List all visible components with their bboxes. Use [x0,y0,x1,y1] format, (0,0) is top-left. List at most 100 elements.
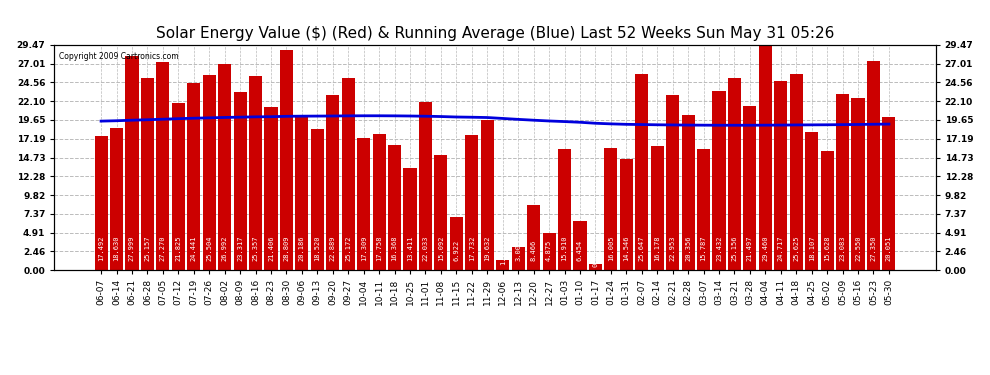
Text: 20.051: 20.051 [886,236,892,261]
Bar [558,148,571,270]
Bar [666,95,679,270]
Bar [234,92,247,270]
Bar [496,260,509,270]
Bar [681,115,695,270]
Bar [295,116,309,270]
Bar [758,45,772,270]
Bar [419,102,432,270]
Text: 6.922: 6.922 [453,240,459,261]
Bar [527,206,541,270]
Text: 22.033: 22.033 [423,236,429,261]
Bar [743,106,756,270]
Text: 14.546: 14.546 [624,236,630,261]
Bar [790,74,803,270]
Text: 16.005: 16.005 [608,236,614,261]
Text: 8.466: 8.466 [531,240,537,261]
Bar [372,134,386,270]
Bar [94,136,108,270]
Bar [697,150,710,270]
Text: 16.178: 16.178 [654,236,660,261]
Text: 25.357: 25.357 [252,236,258,261]
Bar [342,78,354,270]
Text: 18.107: 18.107 [809,236,815,261]
Bar [821,151,834,270]
Text: 21.497: 21.497 [746,236,753,261]
Text: 23.432: 23.432 [716,236,722,261]
Text: 24.717: 24.717 [778,236,784,261]
Bar [156,62,169,270]
Text: 23.083: 23.083 [840,236,845,261]
Text: 27.999: 27.999 [129,236,135,261]
Bar [171,104,185,270]
Bar [141,78,154,270]
Bar [327,95,340,270]
Bar [636,74,648,270]
Text: 17.492: 17.492 [98,236,104,261]
Text: 1.369: 1.369 [500,243,506,265]
Bar [404,168,417,270]
Text: 20.356: 20.356 [685,236,691,261]
Text: 27.270: 27.270 [159,236,166,261]
Text: 22.550: 22.550 [855,236,861,261]
Text: 18.630: 18.630 [114,236,120,261]
Text: 15.910: 15.910 [561,236,567,261]
Bar [280,50,293,270]
Text: 6.454: 6.454 [577,240,583,261]
Title: Solar Energy Value ($) (Red) & Running Average (Blue) Last 52 Weeks Sun May 31 0: Solar Energy Value ($) (Red) & Running A… [155,26,835,41]
Bar [481,120,494,270]
Bar [851,98,864,270]
Bar [218,64,232,270]
Text: 24.441: 24.441 [191,236,197,261]
Bar [882,117,896,270]
Bar [836,94,849,270]
Text: 17.732: 17.732 [469,236,475,261]
Bar [573,221,586,270]
Text: 15.092: 15.092 [438,236,444,261]
Bar [435,155,447,270]
Text: 15.628: 15.628 [824,236,831,261]
Text: 4.875: 4.875 [546,240,552,261]
Text: 27.350: 27.350 [870,236,876,261]
Text: 17.309: 17.309 [360,236,366,261]
Text: 0.772: 0.772 [592,246,598,267]
Text: 25.647: 25.647 [639,236,644,261]
Bar [774,81,787,270]
Text: 15.787: 15.787 [701,236,707,261]
Bar [264,106,277,270]
Text: 25.157: 25.157 [145,236,150,261]
Text: 21.825: 21.825 [175,236,181,261]
Bar [805,132,819,270]
Bar [203,75,216,270]
Bar [126,56,139,270]
Bar [311,129,324,270]
Text: 23.317: 23.317 [237,236,244,261]
Text: 22.953: 22.953 [669,236,675,261]
Bar [465,135,478,270]
Bar [388,145,401,270]
Text: 28.809: 28.809 [283,236,289,261]
Text: 3.009: 3.009 [515,240,521,261]
Bar [650,147,663,270]
Text: 25.625: 25.625 [793,236,799,261]
Text: 16.368: 16.368 [392,236,398,261]
Bar [713,91,726,270]
Bar [187,83,200,270]
Text: 22.889: 22.889 [330,236,336,261]
Text: 20.186: 20.186 [299,236,305,261]
Text: 25.504: 25.504 [206,236,212,261]
Text: 29.460: 29.460 [762,236,768,261]
Text: 25.156: 25.156 [732,236,738,261]
Bar [867,61,880,270]
Bar [248,76,262,270]
Text: Copyright 2009 Cartronics.com: Copyright 2009 Cartronics.com [58,52,178,61]
Text: 25.172: 25.172 [346,236,351,261]
Text: 19.632: 19.632 [484,236,490,261]
Text: 17.758: 17.758 [376,236,382,261]
Bar [449,217,463,270]
Bar [589,264,602,270]
Bar [543,233,555,270]
Bar [728,78,742,270]
Bar [110,128,123,270]
Text: 21.406: 21.406 [268,236,274,261]
Text: 13.411: 13.411 [407,236,413,261]
